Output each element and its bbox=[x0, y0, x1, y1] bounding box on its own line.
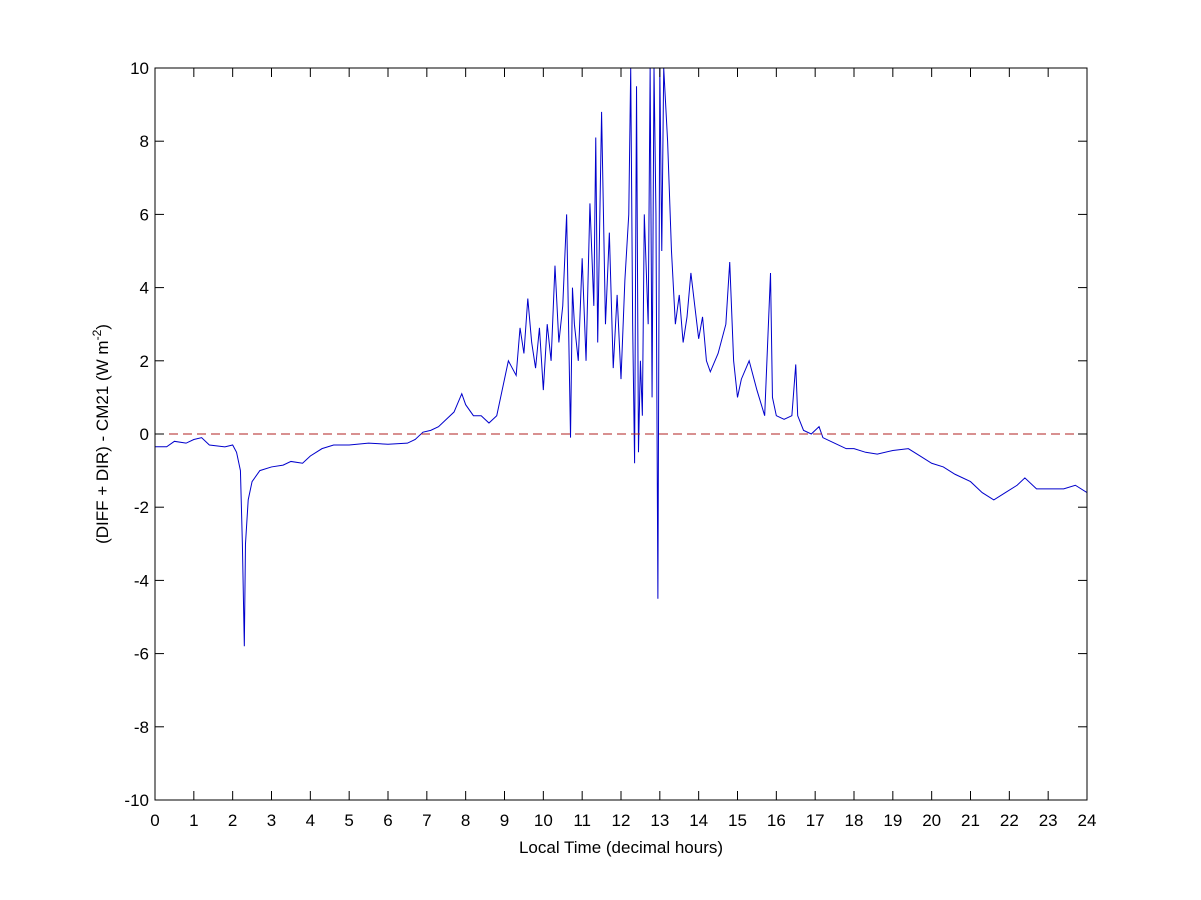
x-tick-label: 16 bbox=[767, 811, 786, 830]
y-tick-label: 0 bbox=[140, 425, 149, 444]
y-tick-label: -4 bbox=[134, 571, 149, 590]
y-tick-label: 10 bbox=[130, 59, 149, 78]
x-tick-label: 12 bbox=[612, 811, 631, 830]
y-tick-label: 2 bbox=[140, 352, 149, 371]
y-axis-label: (DIFF + DIR) - CM21 (W m-2) bbox=[90, 324, 112, 544]
x-tick-label: 24 bbox=[1078, 811, 1097, 830]
x-axis-label: Local Time (decimal hours) bbox=[519, 838, 723, 857]
x-tick-label: 9 bbox=[500, 811, 509, 830]
y-tick-label: 8 bbox=[140, 132, 149, 151]
x-tick-label: 15 bbox=[728, 811, 747, 830]
x-tick-label: 1 bbox=[189, 811, 198, 830]
x-tick-label: 20 bbox=[922, 811, 941, 830]
y-tick-label: -10 bbox=[124, 791, 149, 810]
x-tick-label: 2 bbox=[228, 811, 237, 830]
x-tick-label: 14 bbox=[689, 811, 708, 830]
x-tick-label: 10 bbox=[534, 811, 553, 830]
x-tick-label: 8 bbox=[461, 811, 470, 830]
y-label-sup: -2 bbox=[90, 329, 104, 340]
y-label-end: ) bbox=[93, 324, 112, 330]
x-tick-label: 18 bbox=[845, 811, 864, 830]
x-tick-label: 3 bbox=[267, 811, 276, 830]
y-tick-label: 4 bbox=[140, 279, 149, 298]
x-tick-label: 6 bbox=[383, 811, 392, 830]
x-tick-label: 11 bbox=[573, 811, 591, 830]
x-tick-label: 4 bbox=[306, 811, 315, 830]
x-tick-label: 5 bbox=[344, 811, 353, 830]
x-tick-label: 13 bbox=[650, 811, 669, 830]
y-tick-label: -8 bbox=[134, 718, 149, 737]
x-tick-label: 17 bbox=[806, 811, 825, 830]
x-tick-label: 21 bbox=[961, 811, 980, 830]
y-label-main: (DIFF + DIR) - CM21 (W m bbox=[93, 340, 112, 544]
x-tick-label: 22 bbox=[1000, 811, 1019, 830]
y-tick-label: -2 bbox=[134, 498, 149, 517]
x-tick-label: 19 bbox=[883, 811, 902, 830]
x-tick-label: 0 bbox=[150, 811, 159, 830]
y-tick-label: 6 bbox=[140, 205, 149, 224]
x-tick-label: 23 bbox=[1039, 811, 1058, 830]
data-line bbox=[155, 68, 1087, 647]
x-tick-label: 7 bbox=[422, 811, 431, 830]
y-tick-label: -6 bbox=[134, 645, 149, 664]
